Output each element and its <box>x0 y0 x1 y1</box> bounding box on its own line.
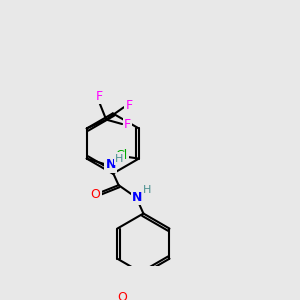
Text: N: N <box>105 158 116 171</box>
Text: H: H <box>115 154 124 164</box>
Text: H: H <box>143 185 151 196</box>
Text: F: F <box>126 99 133 112</box>
Text: F: F <box>124 118 131 130</box>
Text: Cl: Cl <box>115 148 127 161</box>
Text: O: O <box>91 188 100 200</box>
Text: F: F <box>95 90 103 103</box>
Text: O: O <box>117 291 127 300</box>
Text: N: N <box>132 191 142 204</box>
